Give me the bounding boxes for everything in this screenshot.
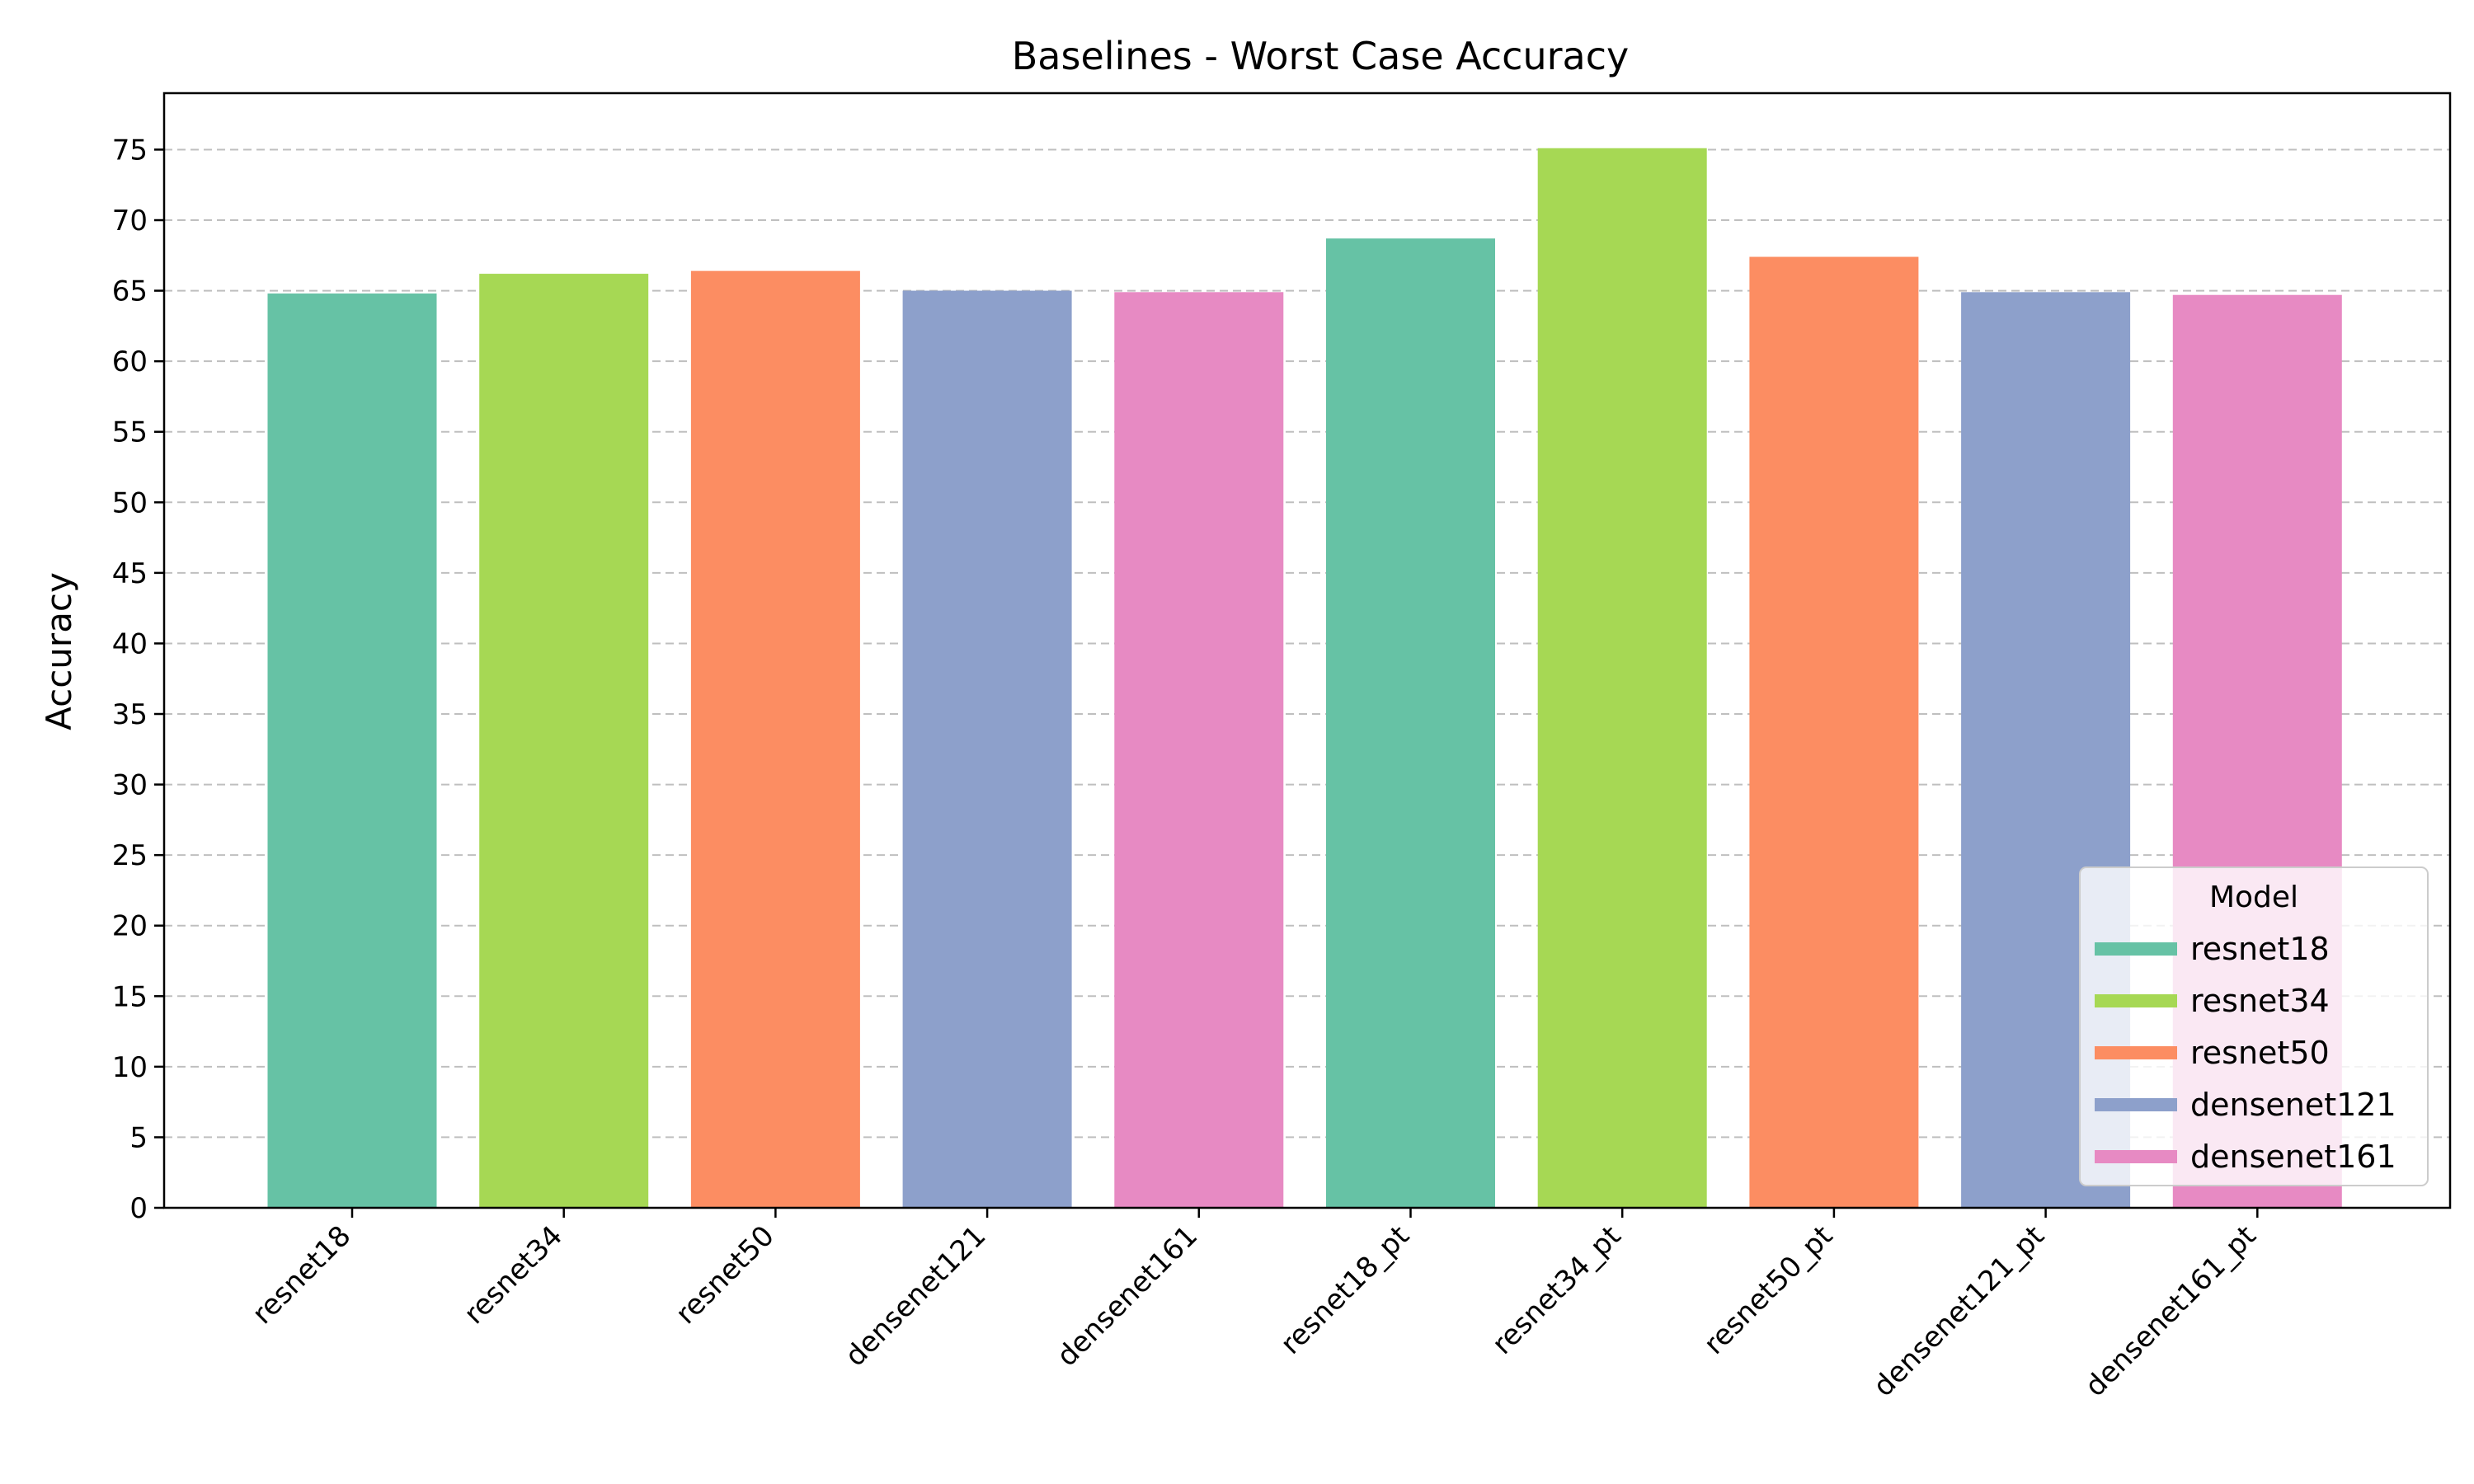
bar-densenet161 xyxy=(1114,292,1284,1208)
y-tick-label: 55 xyxy=(112,416,148,449)
bar-resnet50 xyxy=(690,270,860,1208)
legend-swatch xyxy=(2095,1150,2177,1163)
bar-resnet18 xyxy=(267,294,437,1209)
y-axis-ticks: 0 5 10 15 20 25 30 35 40 45 50 55 60 65 70 75 xyxy=(112,134,164,1225)
y-tick-label: 15 xyxy=(112,980,148,1013)
x-tick-label: resnet34 xyxy=(458,1219,569,1331)
bar-resnet50_pt xyxy=(1749,256,1919,1209)
y-tick-label: 25 xyxy=(112,839,148,872)
x-tick-label: densenet121 xyxy=(839,1219,992,1373)
bar-resnet18_pt xyxy=(1326,238,1495,1208)
x-tick-label: resnet18_pt xyxy=(1274,1219,1416,1361)
x-tick-label: resnet18 xyxy=(246,1219,357,1331)
bar-densenet121 xyxy=(902,290,1072,1208)
legend-swatch xyxy=(2095,942,2177,956)
bar-resnet34_pt xyxy=(1537,148,1707,1209)
chart-title: Baselines - Worst Case Accuracy xyxy=(1012,34,1630,78)
x-tick-label: densenet121_pt xyxy=(1867,1219,2051,1403)
x-axis-ticks: resnet18 resnet34 resnet50 densenet121 dense… xyxy=(246,1208,2263,1403)
legend-entries: resnet18 resnet34 resnet50 densenet121 dense… xyxy=(2095,931,2396,1175)
y-tick-label: 5 xyxy=(129,1121,148,1154)
legend: Model resnet18 resnet34 resnet50 densenet12… xyxy=(2079,866,2429,1186)
legend-label: resnet18 xyxy=(2190,931,2330,967)
y-tick-label: 65 xyxy=(112,275,148,308)
x-tick-label: densenet161_pt xyxy=(2079,1219,2263,1403)
y-tick-label: 45 xyxy=(112,557,148,590)
x-tick-label: densenet161 xyxy=(1051,1219,1204,1373)
x-tick-label: resnet34_pt xyxy=(1486,1219,1628,1361)
legend-swatch xyxy=(2095,994,2177,1007)
plot-frame xyxy=(162,92,2452,1209)
legend-label: densenet161 xyxy=(2190,1139,2396,1175)
y-tick-label: 0 xyxy=(129,1192,148,1225)
y-tick-label: 30 xyxy=(112,769,148,802)
y-tick-label: 35 xyxy=(112,698,148,731)
legend-label: resnet34 xyxy=(2190,983,2330,1019)
x-tick-label: resnet50_pt xyxy=(1698,1219,1840,1361)
y-tick-label: 70 xyxy=(112,204,148,237)
legend-label: densenet121 xyxy=(2190,1087,2396,1123)
legend-label: resnet50 xyxy=(2190,1035,2330,1071)
y-axis-label: Accuracy xyxy=(39,572,79,730)
y-tick-label: 40 xyxy=(112,627,148,660)
y-tick-label: 60 xyxy=(112,345,148,378)
x-tick-label: resnet50 xyxy=(670,1219,781,1331)
legend-swatch xyxy=(2095,1046,2177,1059)
legend-swatch xyxy=(2095,1098,2177,1111)
y-tick-label: 75 xyxy=(112,134,148,167)
bar-resnet34 xyxy=(479,274,649,1208)
y-tick-label: 50 xyxy=(112,486,148,519)
y-tick-label: 20 xyxy=(112,910,148,943)
y-tick-label: 10 xyxy=(112,1051,148,1084)
bars xyxy=(267,148,2342,1209)
legend-title: Model xyxy=(2209,881,2298,914)
